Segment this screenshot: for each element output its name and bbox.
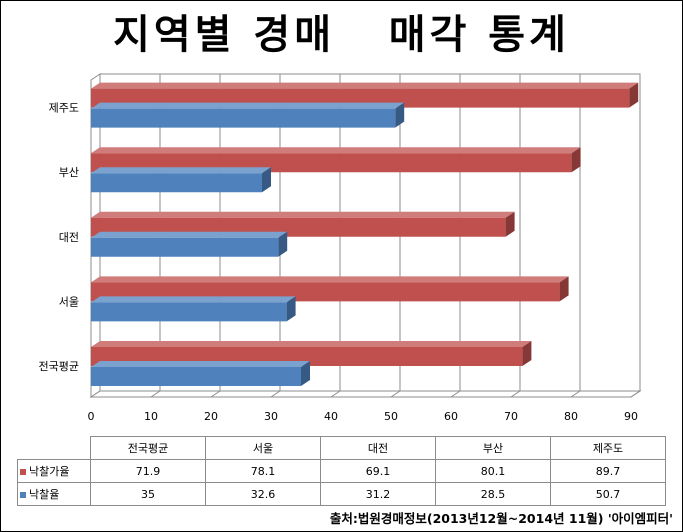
bar-red-top [91, 211, 515, 218]
bar-blue-front [91, 302, 287, 322]
bar-red-side [629, 82, 639, 108]
bar-red-top [91, 82, 639, 89]
data-table-header: 대전 [320, 436, 436, 460]
x-tick-label: 90 [624, 410, 638, 423]
data-table-row-blue: 낙찰율 35 32.6 31.2 28.5 50.7 [17, 482, 666, 506]
bar-blue [91, 231, 288, 257]
y-category-label: 부산 [59, 166, 79, 179]
bar-blue [91, 361, 310, 386]
data-table-header: 전국평균 [90, 436, 206, 460]
bar-red-side [571, 147, 581, 173]
bar-blue-top [91, 231, 288, 238]
x-tick-label: 80 [564, 410, 578, 423]
bar-blue-side [301, 361, 310, 386]
data-table-cell: 31.2 [320, 482, 436, 506]
bar-blue-top [91, 102, 405, 109]
bar-blue-front [91, 173, 262, 193]
gridline-floor [630, 390, 641, 398]
data-table-cell: 69.1 [320, 459, 436, 483]
legend-swatch-blue [20, 492, 26, 498]
legend-swatch-red [20, 469, 26, 475]
x-tick-label: 40 [324, 410, 338, 423]
gridline-floor [210, 390, 221, 398]
source-note: 출처:법원경매정보(2013년12월~2014년 11월) '아이엠피터' [329, 511, 673, 526]
x-tick-label: 20 [204, 410, 218, 423]
bar-blue-side [262, 167, 271, 193]
bar-blue-front [91, 237, 279, 257]
bar-red-side [505, 211, 515, 237]
gridline-floor [150, 390, 161, 398]
data-table: 전국평균 서울 대전 부산 제주도 낙찰가율 71.9 78.1 69.1 80… [17, 436, 666, 506]
y-category-label: 서울 [59, 295, 79, 308]
bar-red-top [91, 341, 532, 347]
bar-blue-front [91, 367, 301, 386]
bar-chart: 0 10 20 30 40 50 60 70 80 90 전국평균 서울 대전 부산 제주도 [39, 73, 642, 423]
bar-red-top [91, 276, 569, 283]
x-tick-label: 10 [144, 410, 158, 423]
data-table-header-row: 전국평균 서울 대전 부산 제주도 [18, 436, 666, 460]
bar-blue [91, 296, 296, 322]
y-category-label: 제주도 [49, 102, 79, 115]
bar-blue-side [278, 231, 288, 257]
legend-label-blue: 낙찰율 [29, 488, 60, 501]
data-table-cell: 32.6 [205, 482, 321, 506]
gridline-floor [510, 390, 521, 398]
data-table-row-red: 낙찰가율 71.9 78.1 69.1 80.1 89.7 [17, 459, 666, 483]
x-tick-label: 70 [504, 410, 518, 423]
data-table-corner [18, 437, 91, 460]
data-table-header: 서울 [205, 436, 321, 460]
legend-label-red: 낙찰가율 [29, 465, 70, 478]
chart-title: 지역별 경매 매각 통계 [113, 12, 570, 58]
bar-blue-top [91, 361, 310, 367]
gridline-floor [390, 390, 401, 398]
y-category-label: 대전 [59, 231, 79, 244]
x-tick-label: 50 [384, 410, 398, 423]
bar-red-top [91, 147, 581, 154]
data-table-cell: 71.9 [90, 459, 206, 483]
bar-blue-top [91, 296, 296, 303]
data-table-cell: 78.1 [205, 459, 321, 483]
data-table-cell: 28.5 [435, 482, 551, 506]
data-table-header: 제주도 [550, 436, 666, 460]
data-table-header: 부산 [435, 436, 551, 460]
x-tick-label: 60 [444, 410, 458, 423]
gridline-floor [330, 390, 341, 398]
bar-red-side [559, 276, 569, 302]
bar-blue [91, 102, 405, 128]
legend-entry-blue: 낙찰율 [17, 482, 91, 506]
legend-entry-red: 낙찰가율 [17, 459, 91, 483]
gridline-floor [450, 390, 461, 398]
y-category-label: 전국평균 [39, 360, 79, 373]
bar-blue-side [286, 296, 296, 322]
bar-blue-top [91, 167, 271, 174]
data-table-cell: 50.7 [550, 482, 666, 506]
data-table-cell: 80.1 [435, 459, 551, 483]
x-tick-label: 30 [264, 410, 278, 423]
data-table-cell: 35 [90, 482, 206, 506]
bar-blue-front [91, 108, 396, 128]
bar-blue-side [395, 102, 405, 128]
x-tick-label: 0 [88, 410, 95, 423]
data-table-cell: 89.7 [550, 459, 666, 483]
gridline-floor [570, 390, 581, 398]
bar-red-side [522, 341, 532, 366]
bar-blue [91, 167, 271, 193]
plot-floor [89, 390, 642, 398]
gridline-floor [270, 390, 281, 398]
